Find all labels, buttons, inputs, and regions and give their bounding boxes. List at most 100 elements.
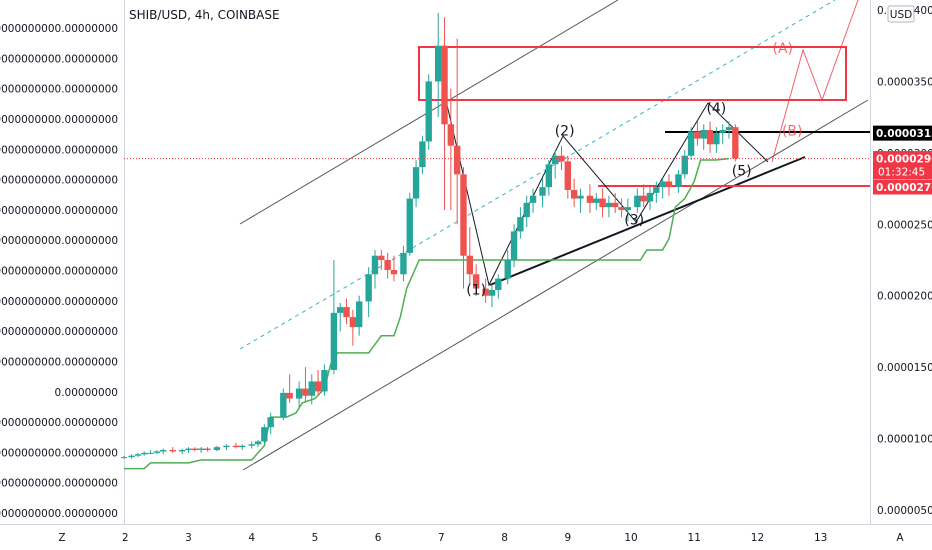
elliott-wave-path[interactable] (446, 102, 769, 287)
wave-label: (A) (772, 41, 793, 57)
left-axis-tick-label: 5000000000000.00000000 (0, 356, 118, 368)
candle-body (640, 195, 647, 202)
candle-body (706, 130, 714, 145)
candle-body (694, 131, 701, 139)
candle (267, 412, 274, 435)
candle-body (453, 145, 461, 175)
indicator-series-line (124, 157, 730, 470)
candle (141, 451, 148, 456)
candle-body (653, 187, 660, 193)
symbol-title[interactable]: SHIB/USD, 4h, COINBASE (129, 8, 280, 22)
time-axis[interactable]: 2 3 4 5 6 7 8 9 10 11 12 13 (122, 532, 827, 544)
candle-body (280, 392, 287, 418)
candle-body (495, 278, 502, 290)
channel-lower-line[interactable] (242, 99, 869, 471)
candle-body (286, 392, 293, 399)
candle (308, 374, 315, 405)
candle (624, 198, 632, 222)
time-axis-tick-label: 5 (312, 532, 319, 544)
candle-body (295, 388, 303, 399)
candle-body (618, 207, 625, 210)
candle-body (412, 167, 420, 199)
candle (185, 447, 192, 453)
candle-body (239, 445, 246, 448)
candle (539, 178, 546, 208)
candle (605, 195, 613, 218)
candle-body (665, 181, 673, 188)
candle (286, 374, 293, 403)
candle (488, 284, 496, 308)
candle (706, 121, 714, 153)
auto-scale-left-button[interactable]: Z (58, 532, 65, 544)
channel-mid-line[interactable] (239, 0, 836, 350)
price-tag[interactable]: 0.0000296001:32:45 (873, 151, 932, 180)
candle (371, 250, 379, 289)
left-axis-tick-label: 60000000000000.00000000 (0, 23, 118, 35)
candle-body (204, 448, 211, 450)
wave-label: (B) (782, 124, 803, 140)
candle (713, 127, 720, 153)
candle-body (564, 161, 572, 190)
time-axis-tick-label: 13 (814, 532, 827, 544)
candle (447, 88, 455, 210)
candle-body (261, 427, 268, 442)
candle-body (687, 131, 695, 156)
candle-body (213, 447, 221, 450)
candle (694, 121, 701, 146)
time-axis-tick-label: 7 (438, 532, 445, 544)
candle-body (302, 388, 309, 396)
price-tag-background (873, 179, 932, 195)
candle-body (551, 155, 559, 165)
price-tag[interactable]: 0.00002761 (873, 179, 932, 195)
candle-body (482, 288, 489, 296)
candle (593, 192, 600, 210)
candle (564, 155, 572, 199)
price-tag-background (873, 151, 932, 180)
candle (551, 150, 559, 179)
candle (120, 455, 128, 459)
candle (378, 250, 385, 270)
candle-body (321, 370, 328, 392)
candle (586, 184, 594, 213)
candle (435, 12, 442, 118)
candle-body (337, 307, 344, 313)
time-axis-tick-label: 11 (688, 532, 701, 544)
candle (675, 170, 682, 193)
candle-body (570, 190, 578, 199)
projection-path[interactable] (771, 0, 859, 163)
currency-badge[interactable]: USD (887, 5, 915, 23)
candle-body (384, 260, 391, 270)
candle (725, 121, 733, 139)
candle (700, 124, 707, 150)
candle-body (128, 455, 135, 458)
left-price-axis[interactable]: 60000000000000.00000000 55000000000000.00… (0, 23, 118, 520)
left-axis-tick-label: -10000000000000.00000000 (0, 447, 118, 459)
candle-body (153, 451, 161, 453)
candle (453, 38, 461, 225)
candle-body (248, 444, 255, 446)
time-axis-tick-label: 4 (248, 532, 255, 544)
price-tag-label: 0.00002761 (876, 182, 932, 194)
candle-body (447, 124, 455, 146)
support-trendline[interactable] (489, 156, 806, 286)
time-axis-tick-label: 10 (624, 532, 637, 544)
candle (681, 150, 688, 179)
target-zone-rectangle[interactable] (418, 46, 847, 101)
candle-body (605, 202, 613, 208)
wave-label: (2) (555, 124, 575, 140)
candle (687, 127, 695, 160)
candle (337, 302, 344, 332)
candle-body (314, 381, 322, 392)
auto-scale-right-button[interactable]: A (896, 532, 904, 544)
candle-body (577, 195, 584, 199)
candle-body (586, 195, 594, 203)
candle (254, 440, 262, 448)
price-tag[interactable]: 0.00003138 (873, 125, 932, 141)
wave-labels-layer: (1) (2) (3) (4) (5) (A) (B) (466, 41, 802, 298)
candle (634, 188, 641, 213)
candle-body (504, 260, 511, 279)
candle-body (659, 181, 666, 188)
